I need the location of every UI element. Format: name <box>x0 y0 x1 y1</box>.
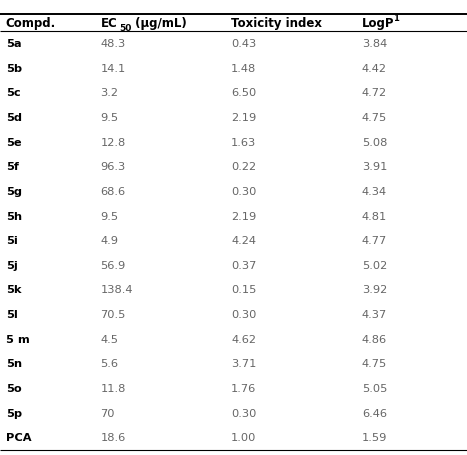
Text: 0.30: 0.30 <box>231 408 256 418</box>
Text: Compd.: Compd. <box>6 17 56 30</box>
Text: 4.75: 4.75 <box>362 113 387 123</box>
Text: 1.00: 1.00 <box>231 432 256 442</box>
Text: 1.59: 1.59 <box>362 432 387 442</box>
Text: 5e: 5e <box>6 137 21 147</box>
Text: 4.86: 4.86 <box>362 334 387 344</box>
Text: 0.30: 0.30 <box>231 187 256 197</box>
Text: 0.30: 0.30 <box>231 309 256 319</box>
Text: 1.48: 1.48 <box>231 64 256 74</box>
Text: 5a: 5a <box>6 39 21 49</box>
Text: 6.46: 6.46 <box>362 408 387 418</box>
Text: 6.50: 6.50 <box>231 88 256 98</box>
Text: 5.02: 5.02 <box>362 260 387 270</box>
Text: 2.19: 2.19 <box>231 113 256 123</box>
Text: 48.3: 48.3 <box>100 39 126 49</box>
Text: 0.43: 0.43 <box>231 39 256 49</box>
Text: 5 m: 5 m <box>6 334 29 344</box>
Text: 5.08: 5.08 <box>362 137 387 147</box>
Text: 5f: 5f <box>6 162 19 172</box>
Text: 0.37: 0.37 <box>231 260 256 270</box>
Text: 9.5: 9.5 <box>100 113 119 123</box>
Text: 4.37: 4.37 <box>362 309 387 319</box>
Text: 4.72: 4.72 <box>362 88 387 98</box>
Text: 3.91: 3.91 <box>362 162 387 172</box>
Text: (μg/mL): (μg/mL) <box>131 17 186 30</box>
Text: 4.77: 4.77 <box>362 236 387 246</box>
Text: 4.5: 4.5 <box>100 334 119 344</box>
Text: 14.1: 14.1 <box>100 64 126 74</box>
Text: 1.76: 1.76 <box>231 383 256 393</box>
Text: 1: 1 <box>393 14 399 23</box>
Text: 4.24: 4.24 <box>231 236 256 246</box>
Text: 9.5: 9.5 <box>100 211 119 221</box>
Text: PCA: PCA <box>6 432 31 442</box>
Text: 50: 50 <box>119 24 131 33</box>
Text: 4.34: 4.34 <box>362 187 387 197</box>
Text: 3.71: 3.71 <box>231 359 256 369</box>
Text: 2.19: 2.19 <box>231 211 256 221</box>
Text: LogP: LogP <box>362 17 395 30</box>
Text: 3.84: 3.84 <box>362 39 387 49</box>
Text: 5g: 5g <box>6 187 21 197</box>
Text: 70: 70 <box>100 408 115 418</box>
Text: 11.8: 11.8 <box>100 383 126 393</box>
Text: 138.4: 138.4 <box>100 285 133 295</box>
Text: 5n: 5n <box>6 359 22 369</box>
Text: 5.6: 5.6 <box>100 359 119 369</box>
Text: 0.15: 0.15 <box>231 285 256 295</box>
Text: 4.42: 4.42 <box>362 64 387 74</box>
Text: 4.75: 4.75 <box>362 359 387 369</box>
Text: 4.9: 4.9 <box>100 236 119 246</box>
Text: 70.5: 70.5 <box>100 309 126 319</box>
Text: 5l: 5l <box>6 309 17 319</box>
Text: 12.8: 12.8 <box>100 137 126 147</box>
Text: 68.6: 68.6 <box>100 187 126 197</box>
Text: 5j: 5j <box>6 260 17 270</box>
Text: 3.92: 3.92 <box>362 285 387 295</box>
Text: 5i: 5i <box>6 236 17 246</box>
Text: 3.2: 3.2 <box>100 88 119 98</box>
Text: 56.9: 56.9 <box>100 260 126 270</box>
Text: 96.3: 96.3 <box>100 162 126 172</box>
Text: EC: EC <box>100 17 117 30</box>
Text: 1.63: 1.63 <box>231 137 256 147</box>
Text: 5c: 5c <box>6 88 20 98</box>
Text: 5p: 5p <box>6 408 22 418</box>
Text: 4.62: 4.62 <box>231 334 256 344</box>
Text: 18.6: 18.6 <box>100 432 126 442</box>
Text: 5.05: 5.05 <box>362 383 387 393</box>
Text: 5d: 5d <box>6 113 21 123</box>
Text: 0.22: 0.22 <box>231 162 256 172</box>
Text: 5b: 5b <box>6 64 22 74</box>
Text: Toxicity index: Toxicity index <box>231 17 322 30</box>
Text: 5h: 5h <box>6 211 22 221</box>
Text: 4.81: 4.81 <box>362 211 387 221</box>
Text: 5o: 5o <box>6 383 21 393</box>
Text: 5k: 5k <box>6 285 21 295</box>
